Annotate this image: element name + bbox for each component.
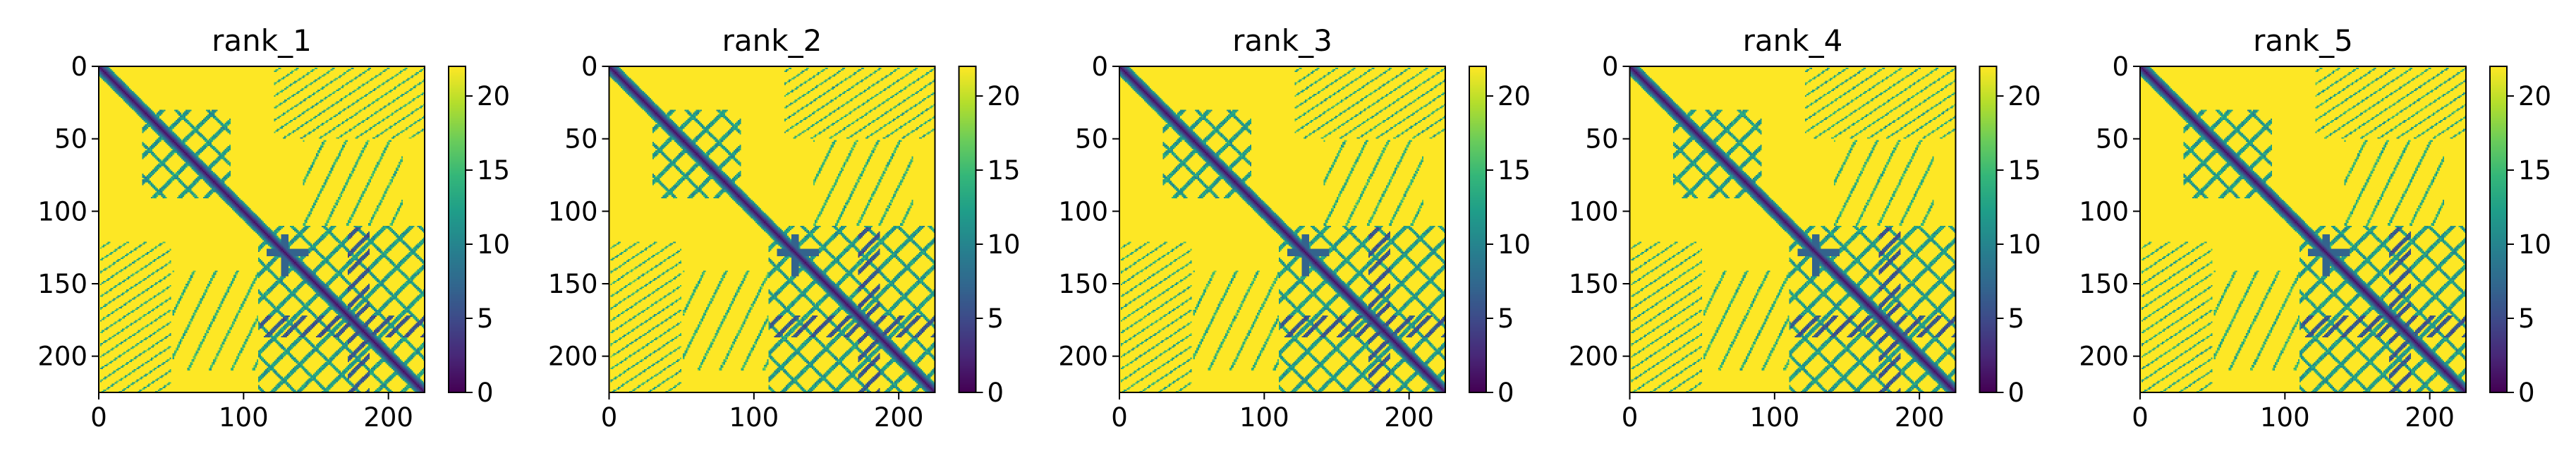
- axes-frame: [608, 66, 936, 393]
- colorbar: [2490, 66, 2507, 392]
- panel-title: rank_3: [1232, 23, 1332, 58]
- x-tick-label: 200: [2405, 402, 2455, 433]
- colorbar-tick-label: 10: [2008, 229, 2041, 260]
- colorbar-tick-label: 5: [2008, 303, 2025, 334]
- colorbar-tick-label: 0: [477, 378, 494, 408]
- y-tick-label: 100: [37, 196, 87, 227]
- colorbar-tick-label: 20: [2008, 81, 2041, 112]
- x-tick-label: 200: [874, 402, 924, 433]
- colorbar: [1979, 66, 1997, 392]
- colorbar: [449, 66, 466, 392]
- colorbar: [959, 66, 976, 392]
- heatmap-image: [1629, 66, 1956, 392]
- x-tick-label: 200: [1895, 402, 1945, 433]
- colorbar-tick-label: 0: [2008, 378, 2025, 408]
- y-tick-label: 150: [1569, 269, 1619, 299]
- y-tick-label: 0: [581, 52, 598, 82]
- colorbar-tick-label: 5: [2518, 303, 2535, 334]
- colorbar-frame: [1469, 66, 1487, 393]
- y-tick-label: 200: [548, 342, 598, 372]
- y-tick-label: 50: [564, 124, 597, 155]
- colorbar-tick-label: 15: [477, 155, 510, 186]
- colorbar-tick-label: 0: [2518, 378, 2535, 408]
- colorbar-tick-label: 0: [1497, 378, 1514, 408]
- colorbar-tick-label: 15: [2518, 155, 2551, 186]
- x-tick-label: 0: [1622, 402, 1639, 433]
- colorbar-tick-label: 15: [988, 155, 1021, 186]
- colorbar-tick-label: 20: [477, 81, 510, 112]
- y-tick-label: 0: [2112, 52, 2129, 82]
- heatmap-image: [1119, 66, 1445, 392]
- colorbar-tick-label: 10: [477, 229, 510, 260]
- x-tick-label: 200: [1384, 402, 1434, 433]
- colorbar-tick-label: 5: [477, 303, 494, 334]
- x-tick-label: 100: [1239, 402, 1289, 433]
- panel-title: rank_2: [722, 23, 822, 58]
- y-tick-label: 150: [1058, 269, 1108, 299]
- y-tick-label: 150: [37, 269, 87, 299]
- y-tick-label: 150: [2079, 269, 2129, 299]
- axes-frame: [98, 66, 425, 393]
- x-tick-label: 0: [601, 402, 618, 433]
- y-tick-label: 0: [1091, 52, 1108, 82]
- colorbar-tick-label: 0: [988, 378, 1004, 408]
- y-tick-label: 100: [2079, 196, 2129, 227]
- colorbar-tick-label: 15: [2008, 155, 2041, 186]
- axes-frame: [2139, 66, 2467, 393]
- colorbar-frame: [448, 66, 466, 393]
- heatmap-image: [2140, 66, 2466, 392]
- colorbar-tick-label: 15: [1497, 155, 1531, 186]
- heatmap-image: [609, 66, 935, 392]
- y-tick-label: 100: [1058, 196, 1108, 227]
- colorbar-frame: [2489, 66, 2508, 393]
- axes-frame: [1629, 66, 1957, 393]
- y-tick-label: 50: [1075, 124, 1108, 155]
- colorbar-tick-label: 10: [2518, 229, 2551, 260]
- x-tick-label: 0: [1111, 402, 1128, 433]
- x-tick-label: 100: [729, 402, 779, 433]
- y-tick-label: 50: [1585, 124, 1618, 155]
- colorbar-frame: [1979, 66, 1998, 393]
- panel-title: rank_1: [212, 23, 312, 58]
- y-tick-label: 200: [1569, 342, 1619, 372]
- colorbar-tick-label: 10: [988, 229, 1021, 260]
- y-tick-label: 100: [548, 196, 598, 227]
- x-tick-label: 100: [1750, 402, 1800, 433]
- heatmap-image: [99, 66, 425, 392]
- y-tick-label: 50: [54, 124, 87, 155]
- y-tick-label: 0: [71, 52, 87, 82]
- axes-frame: [1119, 66, 1446, 393]
- x-tick-label: 0: [90, 402, 107, 433]
- y-tick-label: 0: [1602, 52, 1619, 82]
- y-tick-label: 50: [2096, 124, 2129, 155]
- colorbar-tick-label: 20: [2518, 81, 2551, 112]
- colorbar-tick-label: 20: [1497, 81, 1531, 112]
- colorbar-tick-label: 5: [1497, 303, 1514, 334]
- y-tick-label: 100: [1569, 196, 1619, 227]
- colorbar-tick-label: 20: [988, 81, 1021, 112]
- y-tick-label: 150: [548, 269, 598, 299]
- x-tick-label: 200: [363, 402, 413, 433]
- y-tick-label: 200: [2079, 342, 2129, 372]
- x-tick-label: 0: [2132, 402, 2149, 433]
- y-tick-label: 200: [1058, 342, 1108, 372]
- y-tick-label: 200: [37, 342, 87, 372]
- panel-title: rank_5: [2253, 23, 2353, 58]
- panel-title: rank_4: [1743, 23, 1843, 58]
- x-tick-label: 100: [2260, 402, 2310, 433]
- colorbar-tick-label: 10: [1497, 229, 1531, 260]
- colorbar: [1469, 66, 1486, 392]
- colorbar-tick-label: 5: [988, 303, 1004, 334]
- colorbar-frame: [958, 66, 977, 393]
- x-tick-label: 100: [219, 402, 269, 433]
